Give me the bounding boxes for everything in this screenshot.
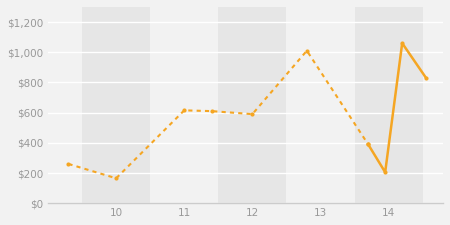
Bar: [82, 7, 150, 203]
Bar: [355, 7, 423, 203]
Bar: [218, 7, 286, 203]
